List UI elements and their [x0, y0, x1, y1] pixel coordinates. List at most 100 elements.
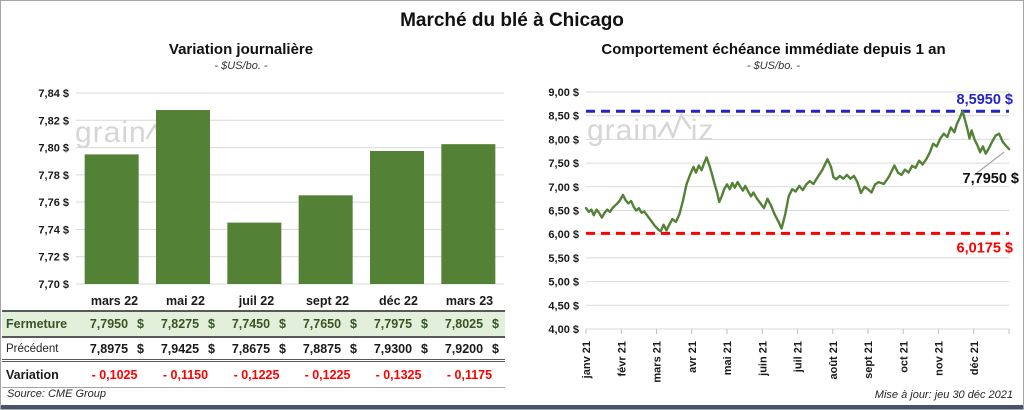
row-label: Précédent	[6, 342, 59, 355]
x-tick-label: déc 21	[969, 341, 981, 375]
y-tick-label: 8,50 $	[548, 111, 579, 123]
y-tick-label: 7,76 $	[38, 197, 69, 209]
currency-symbol: $	[350, 341, 357, 356]
x-tick-label: oct 21	[898, 341, 910, 373]
currency-symbol: $	[421, 317, 428, 331]
column-header: sept 22	[305, 293, 350, 308]
table-cell: 7,8675 $	[231, 341, 286, 356]
min-value-label: 6,0175 $	[957, 240, 1013, 256]
zigzag-line-icon	[657, 111, 693, 151]
y-tick-label: 7,84 $	[38, 88, 69, 100]
row-label: Variation	[6, 367, 59, 382]
y-tick-label: 7,50 $	[548, 158, 579, 170]
table-cell: 7,7975 $	[373, 317, 428, 331]
table-cell: 7,9425 $	[160, 341, 215, 356]
row-label: Fermeture	[6, 317, 68, 331]
y-tick-label: 6,00 $	[548, 229, 579, 241]
x-tick-label: mai 21	[722, 341, 734, 375]
table-cell: - 0,1025	[91, 367, 138, 382]
x-tick-label: août 21	[828, 341, 840, 380]
column-header: mai 22	[166, 293, 205, 308]
x-tick-label: juin 21	[757, 341, 769, 377]
y-tick-label: 7,70 $	[38, 279, 69, 291]
y-tick-label: 4,50 $	[548, 300, 579, 312]
currency-symbol: $	[350, 317, 357, 331]
y-tick-label: 6,50 $	[548, 206, 579, 218]
source-note: Source: CME Group	[7, 388, 107, 400]
y-tick-label: 7,82 $	[38, 115, 69, 127]
page-title: Marché du blé à Chicago	[400, 10, 624, 31]
bar-mars 22	[84, 154, 139, 284]
last-value-label: 7,7950 $	[963, 171, 1019, 187]
currency-symbol: $	[492, 317, 499, 331]
x-tick-label: sept 21	[863, 341, 875, 379]
daily-variation-title: Variation journalière	[168, 41, 314, 58]
currency-symbol: $	[137, 317, 144, 331]
one-year-chart-units: - $US/bo. -	[746, 60, 801, 72]
one-year-line-chart: 9,00 $ 8,50 $ 8,00 $ 7,50 $ 7,00 $ 6,50 $ 6,00…	[548, 87, 1019, 383]
watermark-text-post: iz	[690, 114, 715, 147]
currency-symbol: $	[137, 341, 144, 356]
table-cell: 7,8025 $	[444, 317, 499, 331]
update-note: Mise à jour: jeu 30 déc 2021	[874, 389, 1013, 401]
bottom-accent-band	[1, 405, 1023, 409]
y-tick-label: 9,00 $	[548, 87, 579, 99]
max-value-label: 8,5950 $	[957, 92, 1013, 108]
table-cell: 7,7650 $	[302, 317, 357, 331]
table-cell: 7,8875 $	[302, 341, 357, 356]
y-tick-label: 7,78 $	[38, 170, 69, 182]
table-cell: 7,9300 $	[373, 341, 428, 356]
table-cell: 7,8275 $	[160, 317, 215, 331]
table-cell: 7,7950 $	[89, 317, 144, 331]
currency-symbol: $	[208, 317, 215, 331]
y-tick-label: 5,50 $	[548, 253, 579, 265]
table-cell: - 0,1225	[233, 367, 280, 382]
daily-variation-bar-chart: 7,84 $ 7,82 $ 7,80 $ 7,78 $ 7,76 $ 7,74 $ 7,72…	[38, 88, 504, 291]
y-tick-label: 5,00 $	[548, 277, 579, 289]
column-header: mars 22	[90, 293, 139, 308]
table-cell: - 0,1175	[446, 367, 493, 382]
table-cell: 7,8975 $	[89, 341, 144, 356]
y-tick-label: 7,72 $	[38, 252, 69, 264]
currency-symbol: $	[208, 341, 215, 356]
table-header-row: mars 22 mai 22 juil 22 sept 22 déc 22 mars 23	[2, 291, 505, 312]
bar-mai 22	[156, 110, 210, 284]
price-series-line	[584, 110, 1011, 233]
currency-symbol: $	[279, 341, 286, 356]
x-tick-label: juil 21	[793, 341, 805, 373]
currency-symbol: $	[421, 341, 428, 356]
last-value-leader-line	[973, 151, 1005, 176]
futures-quote-table: mars 22 mai 22 juil 22 sept 22 déc 22 mars 23…	[2, 291, 505, 388]
currency-symbol: $	[492, 341, 499, 356]
y-tick-label: 7,00 $	[548, 182, 579, 194]
watermark-text-pre: grain	[75, 116, 147, 149]
bar-juil 22	[227, 222, 282, 284]
y-tick-label: 7,74 $	[38, 224, 69, 236]
daily-variation-units: - $US/bo. -	[214, 60, 268, 72]
table-row-fermeture: Fermeture 7,7950 $ 7,8275 $ 7,7450 $ 7,7650 $ 7,7…	[2, 312, 505, 338]
column-header: mars 23	[445, 293, 494, 308]
table-cell: - 0,1325	[375, 367, 422, 382]
x-tick-label: mars 21	[652, 341, 664, 383]
table-cell: - 0,1225	[304, 367, 351, 382]
table-cell: - 0,1150	[162, 367, 209, 382]
y-tick-label: 8,00 $	[548, 134, 579, 146]
bar-déc 22	[370, 150, 424, 284]
column-header: déc 22	[379, 293, 418, 308]
x-tick-label: janv 21	[581, 341, 593, 379]
x-tick-label: avr 21	[687, 341, 699, 373]
column-header: juil 22	[238, 293, 275, 308]
y-tick-label: 7,80 $	[38, 143, 69, 155]
x-tick-label: févr 21	[616, 341, 628, 376]
currency-symbol: $	[279, 317, 286, 331]
table-row-precedent: Précédent 7,8975 $ 7,9425 $ 7,8675 $ 7,8875 $ 7,9…	[2, 338, 505, 362]
table-cell: 7,7450 $	[231, 317, 286, 331]
watermark-text-pre: grain	[587, 114, 659, 147]
table-row-variation: Variation - 0,1025 - 0,1150 - 0,1225 - 0,122…	[2, 362, 505, 388]
table-cell: 7,9200 $	[444, 341, 499, 356]
one-year-chart-title: Comportement échéance immédiate depuis 1…	[601, 41, 946, 58]
bar-mars 23	[441, 144, 496, 284]
bar-sept 22	[298, 195, 353, 284]
